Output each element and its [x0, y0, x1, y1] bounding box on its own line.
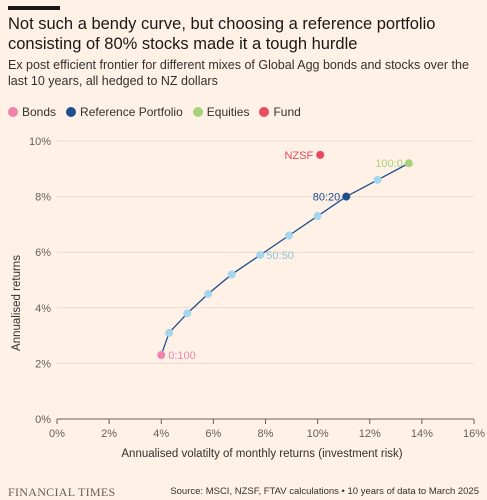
- frontier-point: [284, 231, 293, 240]
- brand-logo: FINANCIAL TIMES: [8, 485, 116, 499]
- y-tick-label: 4%: [35, 303, 51, 315]
- point-label: 100:0: [375, 158, 403, 170]
- frontier-point: [204, 289, 213, 298]
- point-label: 80:20: [313, 192, 341, 204]
- legend-label-fund: Fund: [273, 105, 301, 119]
- x-tick-label: 8%: [258, 428, 274, 440]
- x-axis-label: Annualised volatilty of monthly returns …: [121, 448, 402, 460]
- frontier-point: [157, 351, 166, 360]
- legend-item-reference-portfolio: Reference Portfolio: [66, 105, 183, 119]
- legend-item-bonds: Bonds: [8, 105, 56, 119]
- series: 0:100 50:50 80:20 100:0 NZSF: [157, 150, 413, 362]
- x-tick-label: 10%: [307, 428, 329, 440]
- y-tick-label: 10%: [29, 136, 51, 148]
- frontier-point: [256, 250, 265, 259]
- brand-bar: [8, 6, 60, 10]
- y-axis-label: Annualised returns: [11, 255, 23, 351]
- source-note: Source: MSCI, NZSF, FTAV calculations • …: [170, 486, 479, 497]
- legend-label-bonds: Bonds: [22, 105, 57, 119]
- y-tick-label: 8%: [35, 192, 51, 204]
- legend-item-equities: Equities: [192, 105, 250, 119]
- legend-swatch-bonds: [8, 107, 18, 117]
- frontier-point: [183, 309, 192, 318]
- legend-swatch-equities: [192, 107, 203, 117]
- x-tick-label: 0%: [49, 428, 65, 440]
- fund-point: [316, 150, 325, 159]
- axes: 0% 2% 4% 6% 8% 10% 0% 2% 4% 6% 8% 10% 12% 14% 16%: [29, 136, 485, 440]
- chart-title: Not such a bendy curve, but choosing a r…: [8, 15, 436, 53]
- frontier-point: [342, 192, 351, 201]
- y-tick-label: 2%: [35, 358, 51, 370]
- frontier-point: [404, 159, 413, 168]
- legend-label-reference-portfolio: Reference Portfolio: [80, 105, 183, 119]
- legend-swatch-fund: [259, 107, 270, 117]
- chart-subtitle: Ex post efficient frontier for different…: [8, 58, 469, 88]
- x-tick-label: 2%: [101, 428, 117, 440]
- legend-label-equities: Equities: [206, 105, 250, 119]
- y-tick-label: 0%: [35, 414, 51, 426]
- x-tick-label: 12%: [359, 428, 381, 440]
- legend-swatch-reference-portfolio: [66, 107, 77, 117]
- frontier-point: [165, 328, 174, 337]
- point-label: 50:50: [266, 250, 294, 262]
- frontier-point: [373, 175, 382, 184]
- point-label: 0:100: [168, 350, 196, 362]
- legend: Bonds Reference Portfolio Equities Fund: [8, 105, 311, 119]
- x-tick-label: 14%: [411, 428, 433, 440]
- x-tick-label: 6%: [205, 428, 221, 440]
- frontier-point: [313, 212, 322, 221]
- frontier-point: [227, 270, 236, 279]
- fund-label: NZSF: [284, 150, 313, 162]
- efficient-frontier-chart: 0% 2% 4% 6% 8% 10% 0% 2% 4% 6% 8% 10% 12% 14% 16% 0:10…: [11, 136, 485, 460]
- x-tick-label: 16%: [463, 428, 485, 440]
- y-tick-label: 6%: [35, 247, 51, 259]
- x-tick-label: 4%: [153, 428, 169, 440]
- legend-item-fund: Fund: [259, 105, 301, 119]
